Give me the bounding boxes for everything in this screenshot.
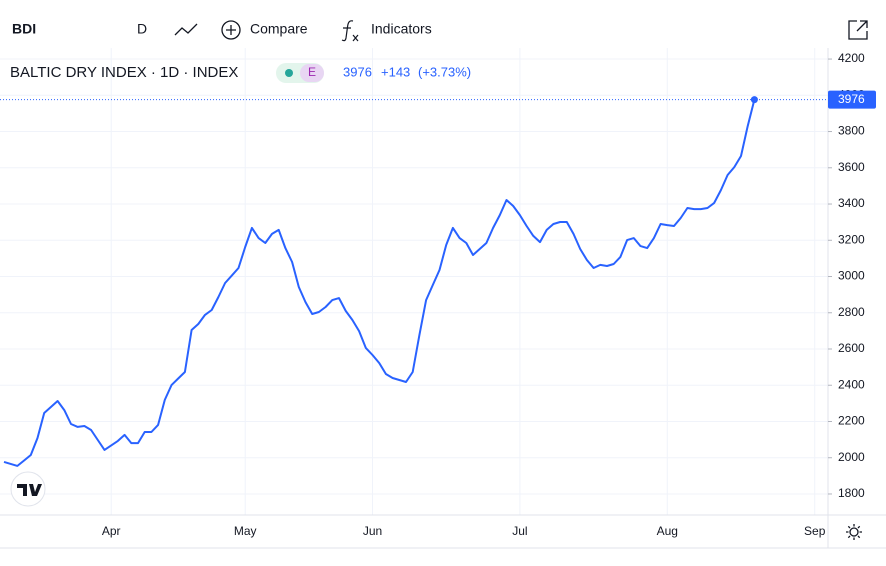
change: +143 bbox=[381, 64, 410, 79]
interval[interactable]: D bbox=[137, 21, 147, 37]
y-tick-label: 2000 bbox=[838, 450, 865, 464]
indicators-button[interactable]: Indicators bbox=[371, 21, 432, 37]
y-tick-label: 2400 bbox=[838, 377, 865, 391]
logo-bg[interactable] bbox=[10, 471, 46, 507]
status-dot bbox=[285, 69, 293, 77]
y-tick-label: 3200 bbox=[838, 232, 865, 246]
last-point bbox=[750, 96, 758, 104]
x-tick-label: May bbox=[234, 524, 257, 538]
price-label-bg bbox=[828, 90, 876, 109]
x-tick-label: Aug bbox=[657, 524, 678, 538]
y-tick-label: 3600 bbox=[838, 160, 865, 174]
logo bbox=[17, 484, 42, 496]
x-tick-label: Sep bbox=[804, 524, 826, 538]
x-tick-label: Jun bbox=[363, 524, 382, 538]
price-label: 3976 bbox=[838, 92, 865, 106]
y-tick-label: 3400 bbox=[838, 196, 865, 210]
compare-plus bbox=[226, 25, 236, 35]
chart-style-icon[interactable] bbox=[174, 23, 198, 36]
y-tick-label: 3000 bbox=[838, 269, 865, 283]
grid bbox=[0, 48, 828, 515]
badge: E bbox=[308, 65, 316, 79]
change-percent: (+3.73%) bbox=[418, 64, 471, 79]
settings-spokes bbox=[846, 524, 862, 540]
settings-icon[interactable] bbox=[849, 527, 859, 537]
y-tick-label: 4200 bbox=[838, 51, 865, 65]
indicators-icon[interactable] bbox=[341, 20, 359, 42]
x-tick-label: Jul bbox=[512, 524, 527, 538]
badge-bg bbox=[300, 64, 324, 82]
chart-title: BALTIC DRY INDEX · 1D · INDEX bbox=[10, 64, 238, 81]
y-tick-label: 1800 bbox=[838, 486, 865, 500]
x-tick-label: Apr bbox=[102, 524, 121, 538]
last-value: 3976 bbox=[343, 64, 372, 79]
symbol[interactable]: BDI bbox=[12, 21, 36, 37]
y-tick-label: 2200 bbox=[838, 414, 865, 428]
y-tick-label: 2600 bbox=[838, 341, 865, 355]
price-line bbox=[3, 99, 756, 467]
fullscreen-icon[interactable] bbox=[848, 20, 868, 40]
compare-icon[interactable] bbox=[221, 20, 241, 40]
compare-button[interactable]: Compare bbox=[250, 21, 308, 37]
y-tick-label: 3800 bbox=[838, 124, 865, 138]
y-tick-label: 2800 bbox=[838, 305, 865, 319]
